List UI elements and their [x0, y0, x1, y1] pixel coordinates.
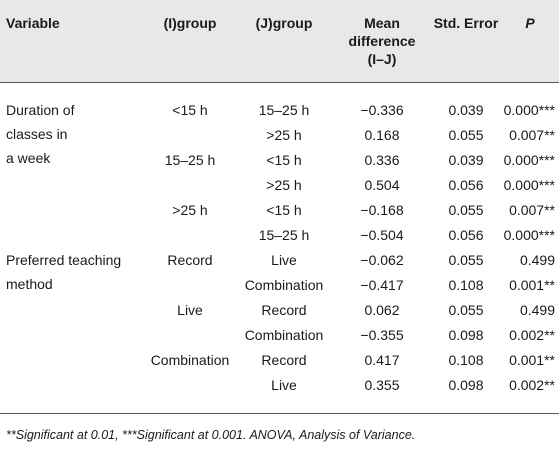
- i-group-cell: >25 h: [172, 202, 208, 218]
- variable-label: Preferred teaching: [6, 252, 122, 268]
- mean-difference-cell: −0.062: [360, 252, 404, 268]
- std-error-cell: 0.108: [448, 277, 484, 293]
- j-group-cell: Combination: [244, 277, 324, 293]
- p-value-cell: 0.499: [519, 302, 555, 318]
- header-rule: [0, 82, 559, 83]
- variable-label: a week: [6, 150, 51, 166]
- header-mean-difference: Mean difference (I–J): [330, 14, 434, 68]
- mean-difference-cell: 0.168: [364, 127, 400, 143]
- header-j-group: (J)group: [255, 15, 313, 31]
- i-group-cell: Combination: [150, 352, 230, 368]
- j-group-cell: Live: [271, 377, 297, 393]
- p-value-cell: 0.000***: [503, 227, 555, 243]
- table-header: [0, 0, 559, 82]
- header-variable: Variable: [6, 15, 60, 31]
- header-mean-line-1: Mean: [364, 15, 400, 31]
- header-p: P: [525, 15, 535, 31]
- std-error-cell: 0.098: [448, 327, 484, 343]
- p-value-cell: 0.000***: [503, 152, 555, 168]
- std-error-cell: 0.055: [448, 202, 484, 218]
- j-group-cell: 15–25 h: [258, 227, 310, 243]
- std-error-cell: 0.055: [448, 252, 484, 268]
- j-group-cell: >25 h: [266, 177, 302, 193]
- i-group-cell: <15 h: [172, 102, 208, 118]
- i-group-cell: 15–25 h: [164, 152, 216, 168]
- j-group-cell: Combination: [244, 327, 324, 343]
- mean-difference-cell: 0.062: [364, 302, 400, 318]
- p-value-cell: 0.000***: [503, 177, 555, 193]
- mean-difference-cell: −0.417: [360, 277, 404, 293]
- j-group-cell: <15 h: [266, 152, 302, 168]
- std-error-cell: 0.056: [448, 177, 484, 193]
- i-group-cell: Record: [167, 252, 213, 268]
- p-value-cell: 0.001**: [509, 277, 555, 293]
- variable-label: Duration of: [6, 102, 75, 118]
- mean-difference-cell: 0.336: [364, 152, 400, 168]
- p-value-cell: 0.007**: [509, 202, 555, 218]
- p-value-cell: 0.000***: [503, 102, 555, 118]
- std-error-cell: 0.039: [448, 102, 484, 118]
- mean-difference-cell: −0.336: [360, 102, 404, 118]
- std-error-cell: 0.039: [448, 152, 484, 168]
- header-mean-line-3: (I–J): [367, 51, 397, 67]
- i-group-cell: Live: [177, 302, 203, 318]
- variable-label: classes in: [6, 126, 68, 142]
- mean-difference-cell: −0.168: [360, 202, 404, 218]
- mean-difference-cell: −0.355: [360, 327, 404, 343]
- std-error-cell: 0.108: [448, 352, 484, 368]
- header-mean-line-2: difference: [348, 33, 416, 49]
- mean-difference-cell: 0.504: [364, 177, 400, 193]
- footnote: **Significant at 0.01, ***Significant at…: [6, 428, 416, 442]
- mean-difference-cell: 0.417: [364, 352, 400, 368]
- std-error-cell: 0.056: [448, 227, 484, 243]
- p-value-cell: 0.001**: [509, 352, 555, 368]
- j-group-cell: Record: [261, 302, 307, 318]
- std-error-cell: 0.098: [448, 377, 484, 393]
- j-group-cell: 15–25 h: [258, 102, 310, 118]
- mean-difference-cell: 0.355: [364, 377, 400, 393]
- p-value-cell: 0.499: [519, 252, 555, 268]
- p-value-cell: 0.007**: [509, 127, 555, 143]
- j-group-cell: Record: [261, 352, 307, 368]
- header-std-error: Std. Error: [433, 15, 499, 31]
- j-group-cell: Live: [271, 252, 297, 268]
- mean-difference-cell: −0.504: [360, 227, 404, 243]
- std-error-cell: 0.055: [448, 302, 484, 318]
- variable-label: method: [6, 276, 53, 292]
- std-error-cell: 0.055: [448, 127, 484, 143]
- p-value-cell: 0.002**: [509, 327, 555, 343]
- j-group-cell: <15 h: [266, 202, 302, 218]
- bottom-rule: [0, 413, 559, 414]
- p-value-cell: 0.002**: [509, 377, 555, 393]
- j-group-cell: >25 h: [266, 127, 302, 143]
- header-i-group: (I)group: [163, 15, 217, 31]
